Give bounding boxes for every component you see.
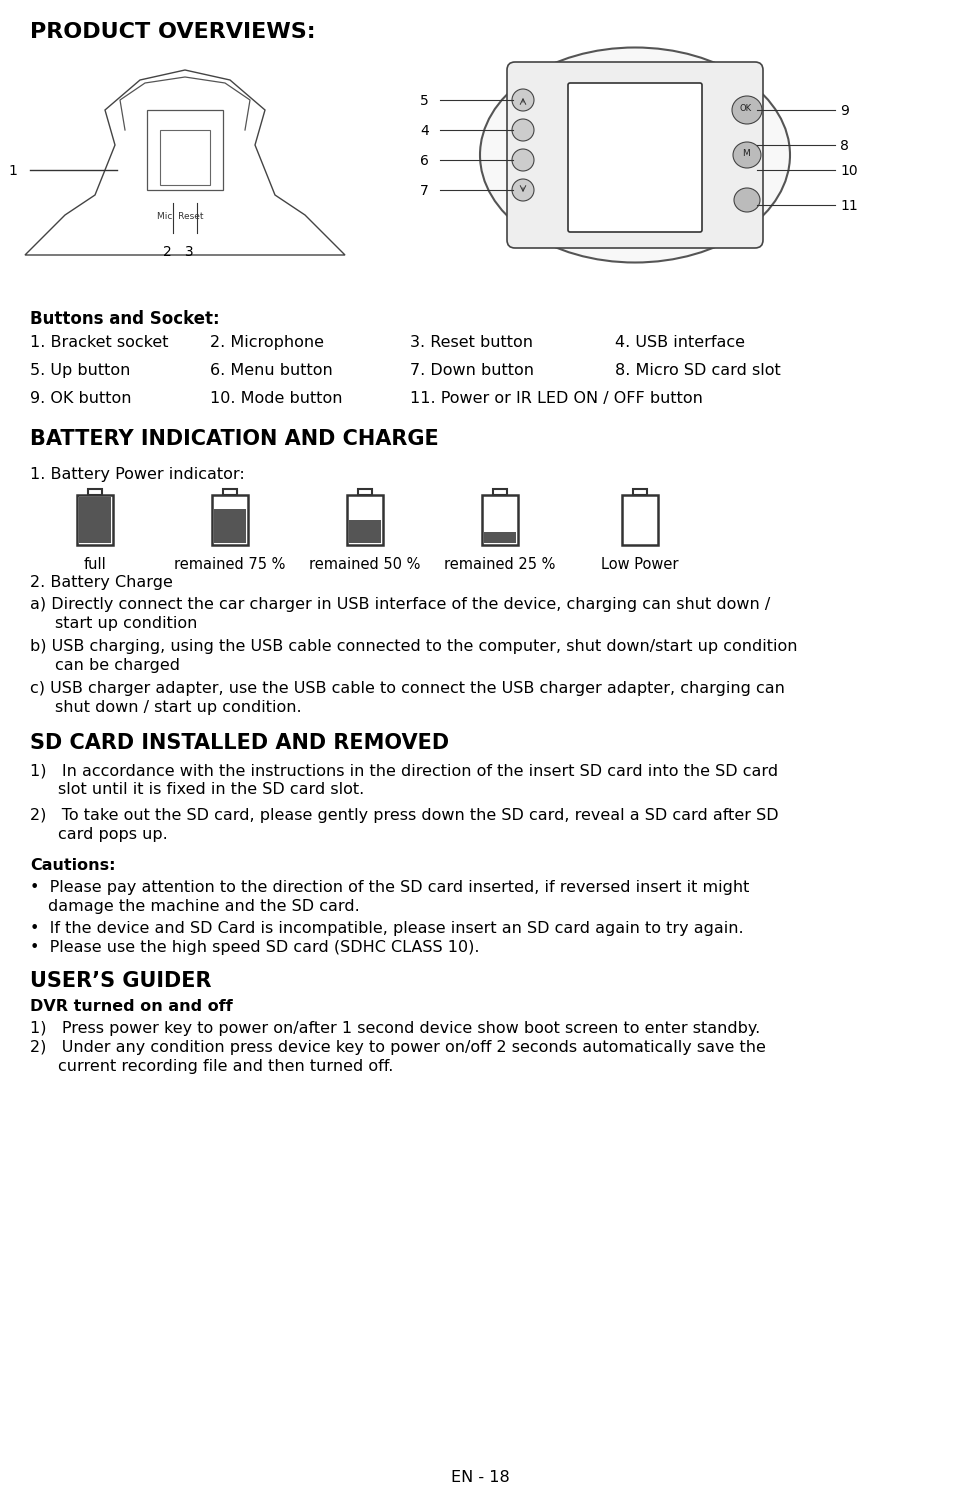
Text: 9. OK button: 9. OK button xyxy=(30,391,132,406)
Text: start up condition: start up condition xyxy=(55,617,198,632)
Text: Cautions:: Cautions: xyxy=(30,858,115,873)
Bar xyxy=(88,490,102,496)
Text: SD CARD INSTALLED AND REMOVED: SD CARD INSTALLED AND REMOVED xyxy=(30,733,449,752)
Text: 2)   Under any condition press device key to power on/off 2 seconds automaticall: 2) Under any condition press device key … xyxy=(30,1041,766,1056)
Text: 1)   In accordance with the instructions in the direction of the insert SD card : 1) In accordance with the instructions i… xyxy=(30,763,779,778)
Bar xyxy=(77,496,113,545)
Text: •  Please pay attention to the direction of the SD card inserted, if reversed in: • Please pay attention to the direction … xyxy=(30,879,750,894)
Text: 6. Menu button: 6. Menu button xyxy=(210,363,333,378)
Text: full: full xyxy=(84,557,107,572)
Text: can be charged: can be charged xyxy=(55,658,180,673)
Text: remained 25 %: remained 25 % xyxy=(444,557,556,572)
Bar xyxy=(633,490,647,496)
Text: EN - 18: EN - 18 xyxy=(450,1471,510,1486)
Ellipse shape xyxy=(512,179,534,202)
Text: BATTERY INDICATION AND CHARGE: BATTERY INDICATION AND CHARGE xyxy=(30,428,439,449)
Bar xyxy=(493,490,507,496)
Bar xyxy=(482,496,518,545)
Text: •  If the device and SD Card is incompatible, please insert an SD card again to : • If the device and SD Card is incompati… xyxy=(30,921,744,936)
Bar xyxy=(79,497,111,543)
Text: 10. Mode button: 10. Mode button xyxy=(210,391,343,406)
Bar xyxy=(484,532,516,543)
Text: 7: 7 xyxy=(420,184,429,199)
Text: 11: 11 xyxy=(840,199,857,213)
Ellipse shape xyxy=(480,48,790,263)
Ellipse shape xyxy=(734,188,760,212)
Text: slot until it is fixed in the SD card slot.: slot until it is fixed in the SD card sl… xyxy=(58,782,364,797)
Text: PRODUCT OVERVIEWS:: PRODUCT OVERVIEWS: xyxy=(30,22,316,42)
Text: current recording file and then turned off.: current recording file and then turned o… xyxy=(58,1059,394,1073)
Text: 10: 10 xyxy=(840,164,857,178)
Bar xyxy=(223,490,237,496)
Text: a) Directly connect the car charger in USB interface of the device, charging can: a) Directly connect the car charger in U… xyxy=(30,597,770,612)
Bar xyxy=(358,490,372,496)
Text: USER’S GUIDER: USER’S GUIDER xyxy=(30,970,211,991)
Text: 11. Power or IR LED ON / OFF button: 11. Power or IR LED ON / OFF button xyxy=(410,391,703,406)
Text: 2. Microphone: 2. Microphone xyxy=(210,334,324,349)
Text: 9: 9 xyxy=(840,105,849,118)
Text: 2)   To take out the SD card, please gently press down the SD card, reveal a SD : 2) To take out the SD card, please gentl… xyxy=(30,808,779,823)
Text: Low Power: Low Power xyxy=(601,557,679,572)
Text: remained 50 %: remained 50 % xyxy=(309,557,420,572)
Text: 3. Reset button: 3. Reset button xyxy=(410,334,533,349)
Text: OK: OK xyxy=(739,105,751,113)
Bar xyxy=(622,496,658,545)
Text: shut down / start up condition.: shut down / start up condition. xyxy=(55,700,301,715)
Ellipse shape xyxy=(512,119,534,140)
Text: 5. Up button: 5. Up button xyxy=(30,363,131,378)
Text: 1. Battery Power indicator:: 1. Battery Power indicator: xyxy=(30,467,245,482)
Bar xyxy=(349,520,381,543)
Text: •  Please use the high speed SD card (SDHC CLASS 10).: • Please use the high speed SD card (SDH… xyxy=(30,941,479,956)
Text: Mic  Reset: Mic Reset xyxy=(157,212,204,221)
Text: 7. Down button: 7. Down button xyxy=(410,363,534,378)
Text: M: M xyxy=(742,149,750,158)
Bar xyxy=(147,110,223,190)
Text: 1. Bracket socket: 1. Bracket socket xyxy=(30,334,169,349)
Bar xyxy=(347,496,383,545)
Bar xyxy=(212,496,248,545)
Text: 1: 1 xyxy=(8,164,17,178)
Text: remained 75 %: remained 75 % xyxy=(175,557,286,572)
Text: 1)   Press power key to power on/after 1 second device show boot screen to enter: 1) Press power key to power on/after 1 s… xyxy=(30,1021,760,1036)
Bar xyxy=(484,497,516,532)
FancyBboxPatch shape xyxy=(507,63,763,248)
Text: 4. USB interface: 4. USB interface xyxy=(615,334,745,349)
Bar xyxy=(160,130,210,185)
Bar xyxy=(214,509,246,543)
Ellipse shape xyxy=(733,142,761,169)
Text: 4: 4 xyxy=(420,124,429,137)
Text: b) USB charging, using the USB cable connected to the computer, shut down/start : b) USB charging, using the USB cable con… xyxy=(30,639,798,654)
Text: DVR turned on and off: DVR turned on and off xyxy=(30,999,232,1014)
Ellipse shape xyxy=(512,90,534,110)
FancyBboxPatch shape xyxy=(568,84,702,231)
Text: card pops up.: card pops up. xyxy=(58,827,168,842)
Text: 2. Battery Charge: 2. Battery Charge xyxy=(30,575,173,590)
Text: 2   3: 2 3 xyxy=(163,245,194,258)
Text: c) USB charger adapter, use the USB cable to connect the USB charger adapter, ch: c) USB charger adapter, use the USB cabl… xyxy=(30,681,785,696)
Text: 5: 5 xyxy=(420,94,429,107)
Text: 8. Micro SD card slot: 8. Micro SD card slot xyxy=(615,363,780,378)
Text: Buttons and Socket:: Buttons and Socket: xyxy=(30,311,220,328)
Text: 6: 6 xyxy=(420,154,429,169)
Ellipse shape xyxy=(512,149,534,172)
Text: damage the machine and the SD card.: damage the machine and the SD card. xyxy=(48,899,360,914)
Ellipse shape xyxy=(732,96,762,124)
Text: 8: 8 xyxy=(840,139,849,152)
